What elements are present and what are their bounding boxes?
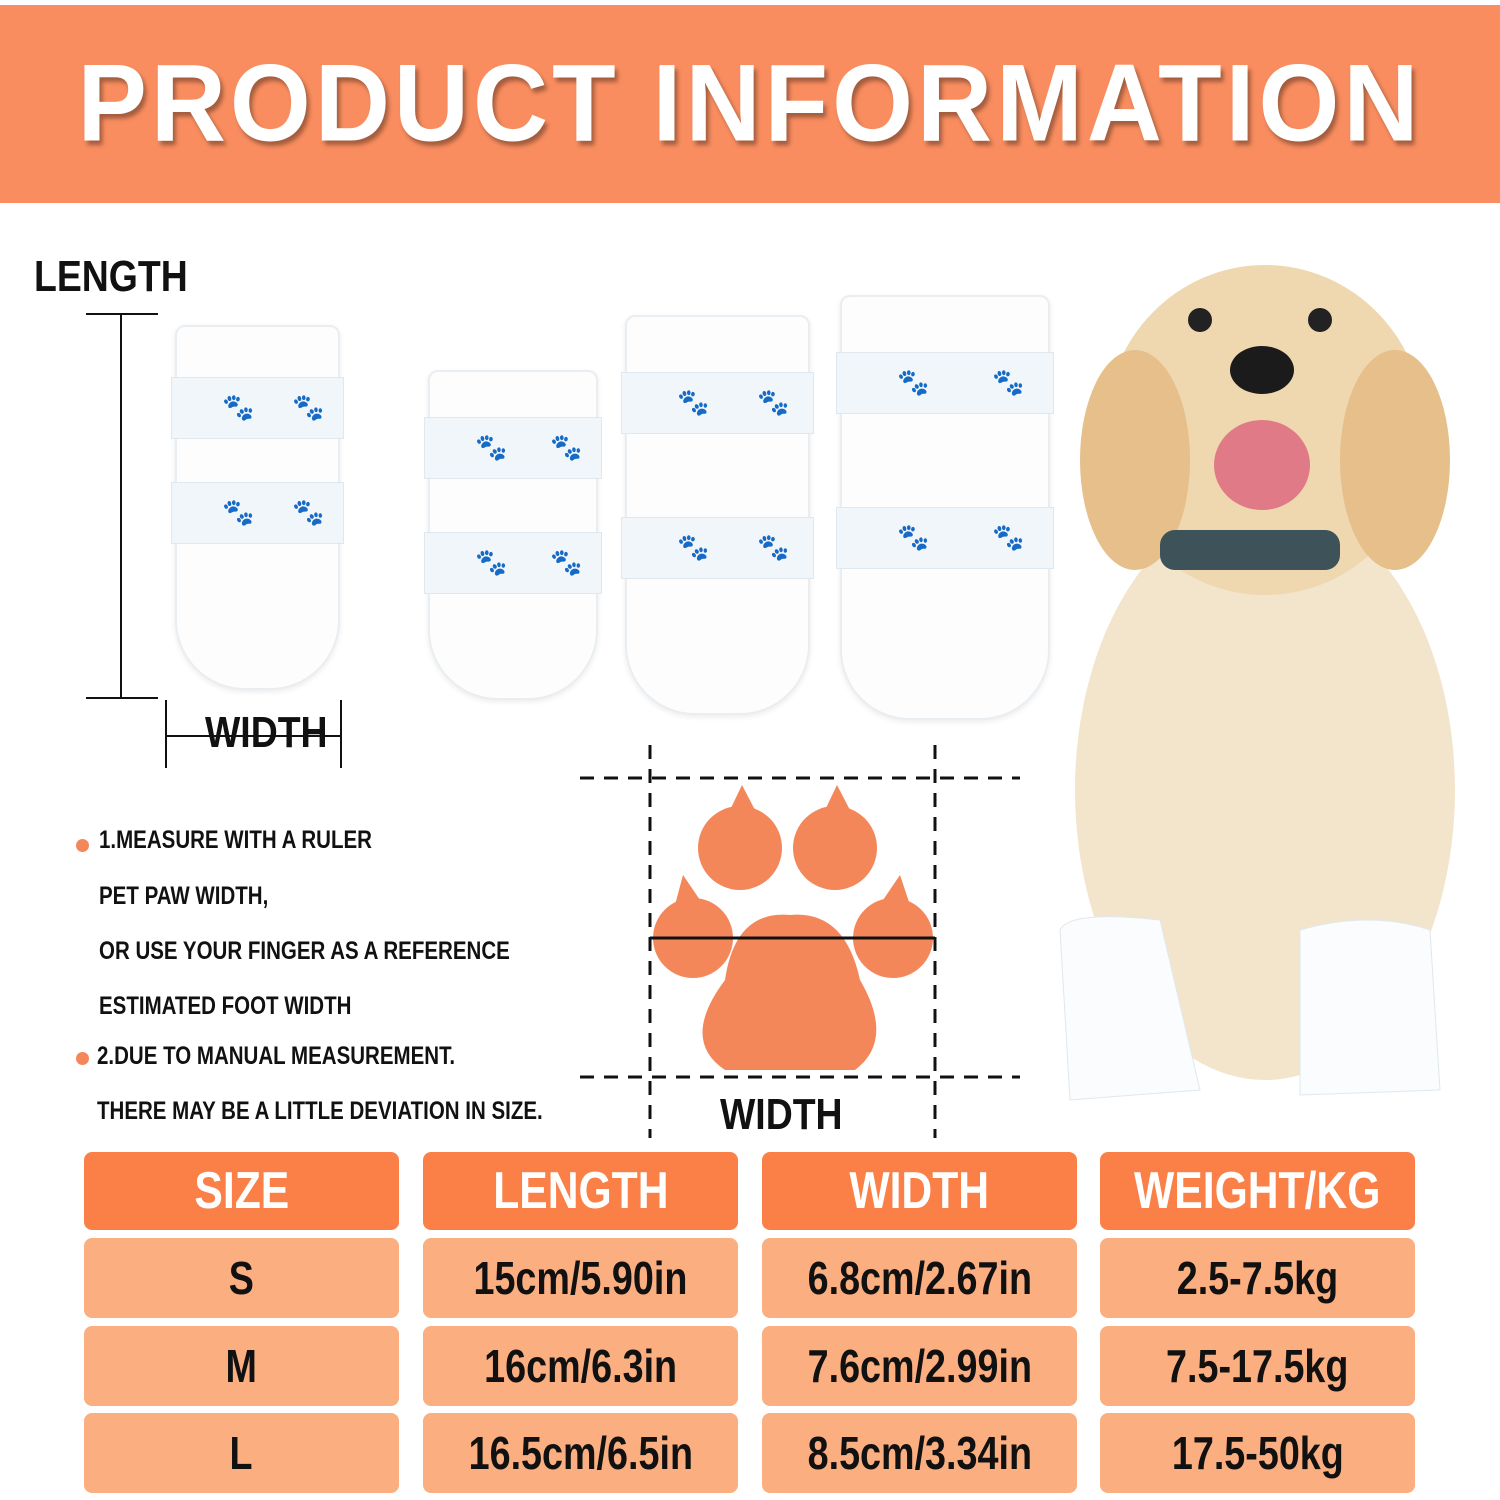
note-line: OR USE YOUR FINGER AS A REFERENCE [99, 937, 510, 965]
cell-value: 7.5-17.5kg [1166, 1340, 1349, 1392]
cell-width: 7.6cm/2.99in [762, 1326, 1077, 1406]
note-line: THERE MAY BE A LITTLE DEVIATION IN SIZE. [97, 1097, 543, 1125]
cell-value: 7.6cm/2.99in [807, 1340, 1032, 1392]
width-label: WIDTH [205, 708, 328, 757]
paw-print-icon: 🐾 [992, 367, 1025, 397]
paw-print-icon: 🐾 [222, 392, 255, 422]
cell-length: 16cm/6.3in [423, 1326, 738, 1406]
cell-value: S [228, 1252, 255, 1304]
paw-print-icon: 🐾 [992, 522, 1025, 552]
sock-image-medium-2: 🐾 🐾 🐾 🐾 [621, 315, 814, 715]
paw-print-icon: 🐾 [292, 392, 325, 422]
paw-print-icon: 🐾 [222, 497, 255, 527]
note-line: ESTIMATED FOOT WIDTH [99, 992, 352, 1020]
header-label: WIDTH [849, 1162, 990, 1220]
page-title: PRODUCT INFORMATION [77, 42, 1423, 165]
sock-image-large: 🐾 🐾 🐾 🐾 [836, 295, 1054, 720]
cell-length: 16.5cm/6.5in [423, 1413, 738, 1493]
paw-print-icon: 🐾 [677, 532, 710, 562]
paw-width-label: WIDTH [720, 1090, 843, 1139]
header-label: SIZE [194, 1162, 289, 1220]
header-width: WIDTH [762, 1152, 1077, 1230]
length-top-tick [86, 313, 158, 315]
note-line: PET PAW WIDTH, [99, 882, 269, 910]
cell-size: S [84, 1238, 399, 1318]
cell-weight: 2.5-7.5kg [1100, 1238, 1415, 1318]
cell-width: 6.8cm/2.67in [762, 1238, 1077, 1318]
cell-value: 6.8cm/2.67in [807, 1252, 1032, 1304]
cell-width: 8.5cm/3.34in [762, 1413, 1077, 1493]
paw-print-icon: 🐾 [475, 547, 508, 577]
header-size: SIZE [84, 1152, 399, 1230]
cell-value: 15cm/5.90in [473, 1252, 688, 1304]
cell-value: 16.5cm/6.5in [468, 1427, 693, 1479]
paw-print-icon: 🐾 [292, 497, 325, 527]
length-bottom-tick [86, 697, 158, 699]
paw-print-icon: 🐾 [550, 547, 583, 577]
cell-value: 8.5cm/3.34in [807, 1427, 1032, 1479]
cell-size: M [84, 1326, 399, 1406]
cell-value: 16cm/6.3in [484, 1340, 677, 1392]
paw-print-icon: 🐾 [757, 532, 790, 562]
paw-width-diagram [580, 745, 1020, 1138]
width-line [166, 735, 341, 737]
bullet-icon [76, 839, 89, 852]
length-line [120, 315, 122, 699]
cell-value: 2.5-7.5kg [1176, 1252, 1339, 1304]
paw-print-icon: 🐾 [677, 387, 710, 417]
header-length: LENGTH [423, 1152, 738, 1230]
paw-print-icon: 🐾 [757, 387, 790, 417]
cell-length: 15cm/5.90in [423, 1238, 738, 1318]
cell-weight: 7.5-17.5kg [1100, 1326, 1415, 1406]
width-left-tick [165, 700, 167, 768]
note-line: 1.MEASURE WITH A RULER [99, 826, 372, 854]
length-label: LENGTH [34, 252, 188, 301]
title-banner: PRODUCT INFORMATION [0, 5, 1500, 203]
paw-print-icon: 🐾 [475, 432, 508, 462]
header-label: WEIGHT/KG [1134, 1162, 1381, 1220]
sock-image-medium-1: 🐾 🐾 🐾 🐾 [424, 370, 602, 700]
puppy-photo [1059, 265, 1455, 1101]
paw-print-icon: 🐾 [897, 522, 930, 552]
header-weight: WEIGHT/KG [1100, 1152, 1415, 1230]
cell-value: M [225, 1340, 258, 1392]
sock-image-small: 🐾 🐾 🐾 🐾 [171, 325, 344, 690]
cell-value: L [229, 1427, 254, 1479]
paw-icon [653, 785, 933, 1070]
note-line: 2.DUE TO MANUAL MEASUREMENT. [97, 1042, 456, 1070]
bullet-icon [76, 1052, 89, 1065]
paw-print-icon: 🐾 [897, 367, 930, 397]
width-right-tick [340, 700, 342, 768]
cell-size: L [84, 1413, 399, 1493]
cell-value: 17.5-50kg [1171, 1427, 1344, 1479]
paw-print-icon: 🐾 [550, 432, 583, 462]
cell-weight: 17.5-50kg [1100, 1413, 1415, 1493]
header-label: LENGTH [492, 1162, 669, 1220]
